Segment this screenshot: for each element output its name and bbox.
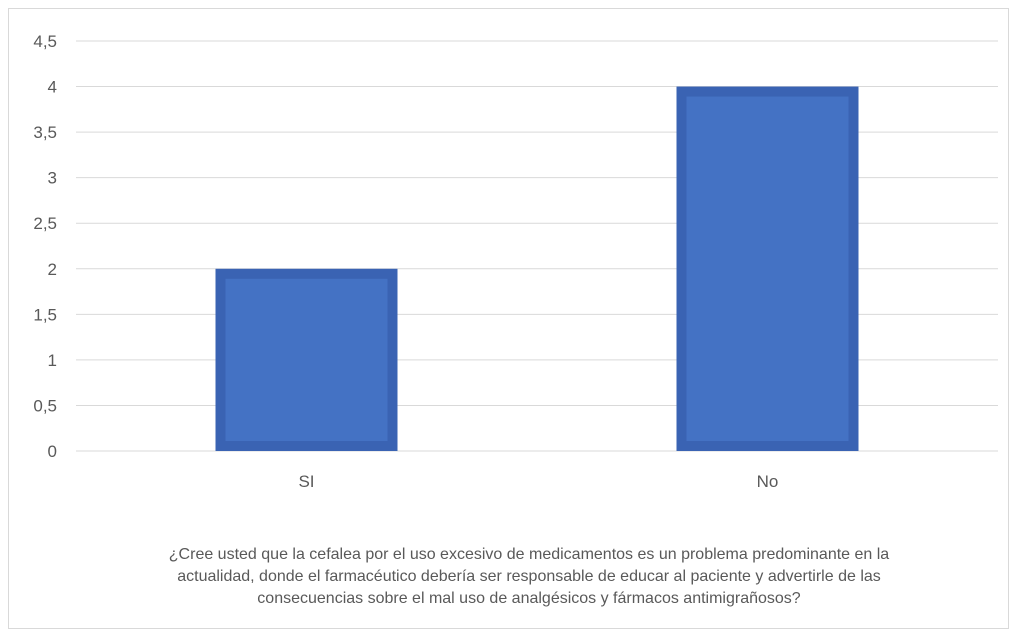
bar-si [215, 268, 398, 451]
chart-frame: 0 0,5 1 1,5 2 2,5 3 3,5 4 4,5 SI No ¿Cree usted qu… [8, 8, 1009, 629]
gridlines [76, 40, 998, 452]
y-tick-label: 0,5 [33, 396, 57, 415]
y-tick-label: 2 [48, 260, 57, 279]
x-axis-categories: SI No [298, 472, 778, 491]
x-category-label: SI [298, 472, 314, 491]
bar-chart: 0 0,5 1 1,5 2 2,5 3 3,5 4 4,5 SI No [33, 32, 998, 491]
y-tick-label: 3,5 [33, 123, 57, 142]
y-tick-label: 3 [48, 169, 57, 188]
y-tick-label: 2,5 [33, 214, 57, 233]
y-tick-label: 1 [48, 351, 57, 370]
x-category-label: No [757, 472, 779, 491]
y-tick-label: 4,5 [33, 32, 57, 51]
bars [215, 86, 859, 452]
x-axis-title: ¿Cree usted que la cefalea por el uso ex… [168, 546, 890, 607]
bar-no [676, 86, 859, 452]
y-tick-label: 1,5 [33, 305, 57, 324]
y-tick-label: 4 [48, 78, 57, 97]
y-tick-label: 0 [48, 442, 57, 461]
y-axis-ticks: 0 0,5 1 1,5 2 2,5 3 3,5 4 4,5 [33, 32, 57, 461]
